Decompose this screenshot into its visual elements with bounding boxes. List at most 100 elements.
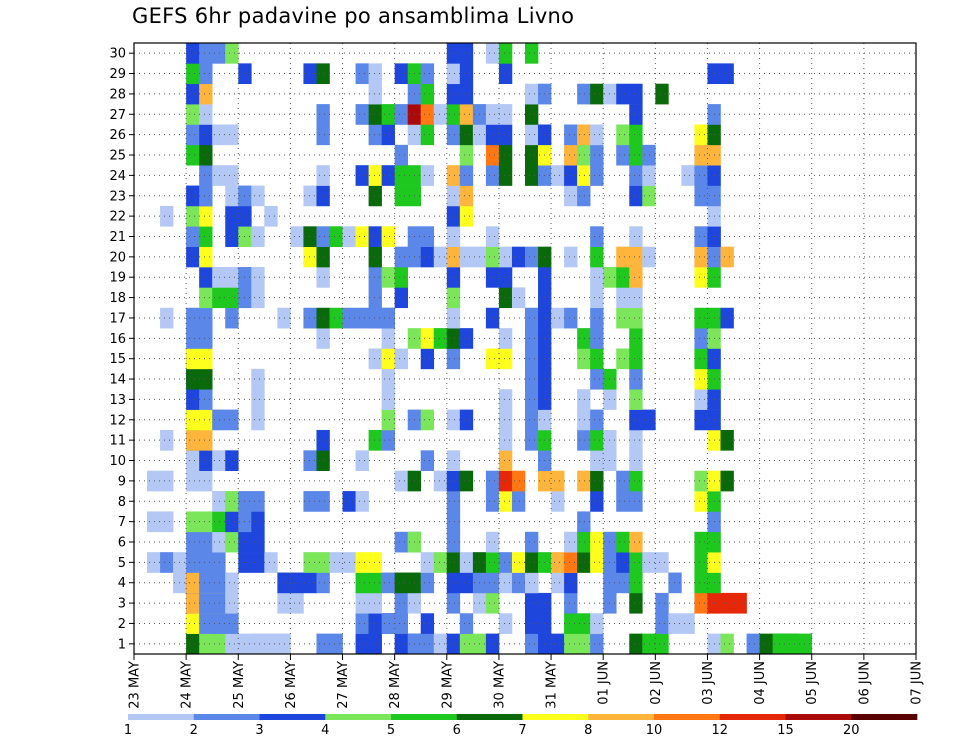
heatmap-cell: [720, 633, 734, 655]
heatmap-cell: [446, 226, 461, 247]
heatmap-cell: [485, 246, 500, 268]
heatmap-cell: [225, 43, 239, 64]
heatmap-cell: [525, 429, 539, 451]
heatmap-cell: [720, 246, 734, 268]
colorbar-label: 12: [711, 723, 728, 738]
heatmap-cell: [433, 470, 448, 492]
heatmap-cell: [525, 104, 539, 125]
heatmap-cell: [277, 572, 317, 594]
heatmap-cell: [160, 552, 174, 573]
heatmap-cell: [472, 572, 500, 594]
heatmap-cell: [485, 592, 500, 614]
heatmap-cell: [459, 124, 474, 146]
heatmap-cell: [629, 429, 643, 451]
colorbar-swatch: [654, 714, 721, 720]
heatmap-cell: [498, 144, 513, 166]
heatmap-cell: [381, 409, 395, 431]
heatmap-cell: [368, 267, 382, 288]
heatmap-cell: [525, 165, 539, 186]
heatmap-cell: [160, 307, 174, 329]
heatmap-cell: [694, 572, 721, 594]
heatmap-cell: [485, 470, 500, 492]
heatmap-cell: [498, 429, 513, 451]
heatmap-cell: [433, 104, 448, 125]
heatmap-cell: [525, 531, 539, 553]
heatmap-cell: [498, 470, 513, 492]
heatmap-cell: [199, 450, 213, 471]
heatmap-cell: [746, 633, 760, 655]
colorbar-label: 1: [124, 723, 132, 738]
heatmap-cell: [642, 165, 656, 186]
heatmap-cell: [577, 552, 591, 573]
heatmap-cell: [238, 491, 265, 512]
heatmap-cell: [199, 287, 213, 309]
heatmap-cell: [590, 267, 604, 288]
x-tick-label: 01 JUN: [597, 661, 612, 705]
heatmap-cell: [303, 246, 317, 268]
heatmap-cell: [212, 531, 226, 553]
x-tick-label: 29 MAY: [440, 661, 455, 709]
heatmap-cell: [225, 205, 252, 227]
heatmap-cell: [394, 287, 408, 309]
heatmap-cell: [251, 368, 265, 390]
heatmap-cell: [577, 511, 591, 533]
heatmap-cell: [459, 63, 474, 85]
y-tick-label: 28: [109, 87, 126, 102]
heatmap-cell: [511, 246, 526, 268]
heatmap-cell: [446, 511, 461, 533]
heatmap-cell: [577, 348, 591, 370]
heatmap-cell: [577, 429, 591, 451]
heatmap-cell: [590, 226, 604, 247]
heatmap-cell: [525, 348, 539, 370]
heatmap-cell: [707, 63, 734, 85]
heatmap-cell: [694, 348, 708, 370]
heatmap-cell: [590, 552, 604, 573]
heatmap-cell: [225, 307, 239, 329]
heatmap-cell: [446, 592, 461, 614]
heatmap-cell: [303, 185, 317, 207]
colorbar-swatch: [259, 714, 326, 720]
heatmap-cell: [368, 348, 382, 370]
heatmap-cell: [186, 226, 200, 247]
heatmap-cell: [329, 307, 343, 329]
colorbar-label: 10: [646, 723, 663, 738]
heatmap-cell: [446, 470, 461, 492]
colorbar-label: 15: [777, 723, 794, 738]
heatmap-cell: [225, 531, 239, 553]
heatmap-cell: [199, 83, 213, 105]
heatmap-cell: [303, 491, 317, 512]
heatmap-cell: [199, 63, 213, 85]
heatmap-cell: [446, 124, 461, 146]
heatmap-cell: [316, 267, 330, 288]
heatmap-cell: [590, 124, 604, 146]
colorbar-swatch: [785, 714, 852, 720]
heatmap-cell: [498, 328, 513, 349]
heatmap-cell: [186, 205, 200, 227]
heatmap-cell: [199, 124, 213, 146]
heatmap-cell: [498, 43, 513, 64]
y-tick-label: 10: [109, 454, 126, 469]
heatmap-cell: [251, 389, 265, 410]
heatmap-cell: [225, 185, 239, 207]
heatmap-cell: [381, 348, 395, 370]
heatmap-cell: [694, 368, 708, 390]
heatmap-cell: [316, 104, 330, 125]
y-tick-label: 4: [118, 576, 126, 591]
heatmap-cell: [590, 83, 604, 105]
colorbar-label: 20: [843, 723, 860, 738]
heatmap-cell: [368, 287, 382, 309]
heatmap-cell: [433, 633, 448, 655]
heatmap-cell: [394, 246, 422, 268]
heatmap-cell: [629, 185, 643, 207]
colorbar-label: 4: [321, 723, 329, 738]
heatmap-cell: [316, 328, 330, 349]
heatmap-cell: [564, 613, 591, 634]
heatmap-cell: [147, 470, 174, 492]
heatmap-cell: [225, 511, 239, 533]
heatmap-cell: [655, 83, 669, 105]
heatmap-cell: [629, 348, 643, 370]
heatmap-cell: [498, 572, 513, 594]
heatmap-cell: [629, 124, 643, 146]
x-axis-ticks: 23 MAY 24 MAY 25 MAY 26 MAY 27 MAY 28 MAY 29 M…: [128, 654, 925, 709]
heatmap-cell: [251, 511, 265, 533]
